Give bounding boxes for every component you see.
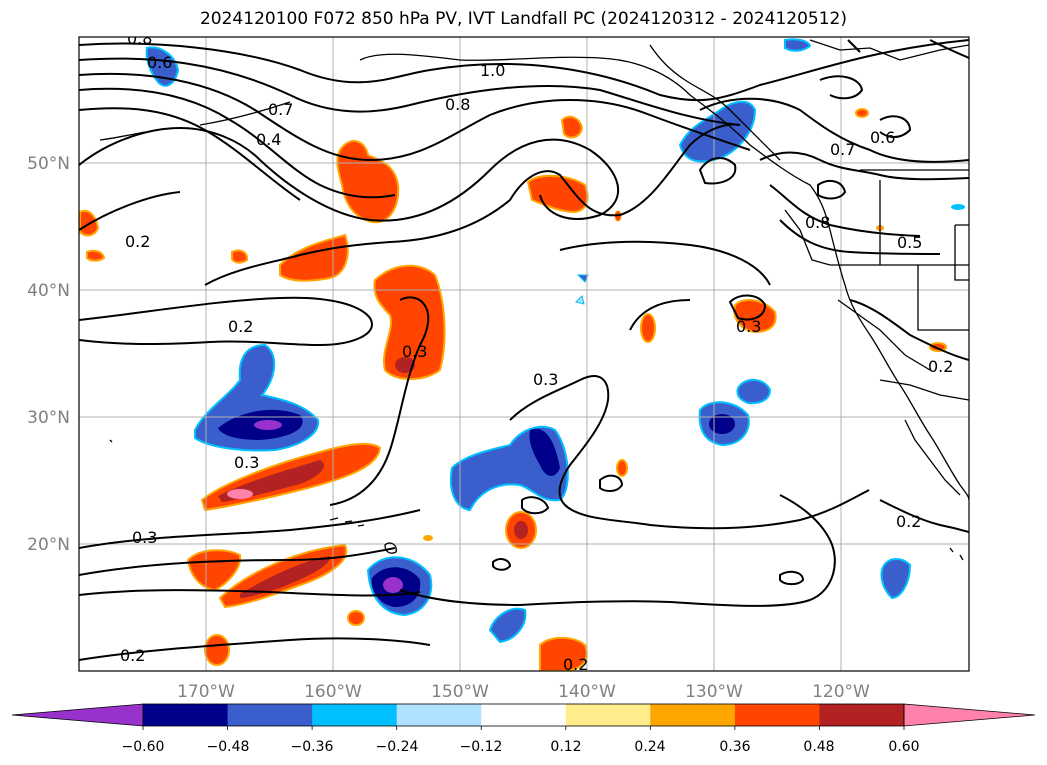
colorbar-extend-min (11, 703, 144, 727)
contour-label: 0.3 (533, 370, 558, 389)
pv-blob (336, 140, 400, 224)
colorbar-tick-labels: −0.60 −0.48 −0.36 −0.24 −0.12 0.12 0.24 … (122, 739, 920, 755)
pv-blob (640, 313, 656, 343)
pv-blob (560, 115, 584, 139)
lon-label-140w: 140°W (558, 682, 616, 702)
contour-label: 0.4 (256, 130, 281, 149)
pv-blob (855, 108, 869, 118)
colorbar-tick-label: −0.60 (122, 739, 165, 755)
colorbar-segment (819, 704, 905, 726)
contour-label: 1.0 (480, 61, 505, 80)
contour-label: 0.3 (234, 453, 259, 472)
contour-label: 0.6 (870, 128, 895, 147)
latitude-labels: 50°N 40°N 30°N 20°N (27, 154, 70, 555)
colorbar-tick-label: 0.12 (550, 739, 581, 755)
pv-positive-anomalies (79, 108, 947, 671)
contour-label: 0.8 (127, 29, 152, 48)
colorbar-tick-label: −0.36 (291, 739, 334, 755)
colorbar-segment (143, 704, 229, 726)
lat-label-20n: 20°N (27, 535, 70, 555)
contour-label: 0.2 (228, 317, 253, 336)
lat-label-40n: 40°N (27, 281, 70, 301)
contour-label: 0.6 (147, 53, 172, 72)
contour-label: 0.7 (830, 140, 855, 159)
pv-blob (86, 249, 106, 262)
pv-blob (529, 428, 560, 476)
colorbar-tick-label: −0.48 (207, 739, 250, 755)
contour-label: 0.8 (445, 95, 470, 114)
pv-blob (227, 489, 253, 499)
pv-blob (395, 357, 415, 373)
colorbar-tick-label: 0.60 (888, 739, 919, 755)
colorbar-tick-label: −0.12 (460, 739, 503, 755)
contour-label: 0.2 (120, 646, 145, 665)
pv-blob (575, 295, 585, 305)
pv-blob (616, 459, 628, 477)
pv-blob (488, 607, 527, 644)
lon-label-130w: 130°W (685, 682, 743, 702)
colorbar-segment (312, 704, 398, 726)
contour-label: 0.8 (805, 213, 830, 232)
pv-blob (951, 204, 965, 210)
pv-blob (373, 264, 446, 380)
colorbar-segment (227, 704, 313, 726)
longitude-labels: 170°W 160°W 150°W 140°W 130°W 120°W (177, 682, 870, 702)
colorbar-segment (650, 704, 736, 726)
colorbar-segment (565, 704, 651, 726)
pv-blob (231, 249, 249, 264)
lon-label-120w: 120°W (812, 682, 870, 702)
lon-label-150w: 150°W (431, 682, 489, 702)
contour-label: 0.2 (928, 357, 953, 376)
colorbar-segment (734, 704, 820, 726)
map-title: 2024120100 F072 850 hPa PV, IVT Landfall… (199, 9, 847, 29)
pv-blob (240, 556, 331, 598)
gridlines (79, 37, 969, 671)
colorbar-tick-label: 0.24 (634, 739, 665, 755)
contour-label: 0.3 (736, 317, 761, 336)
contour-label: 0.5 (897, 233, 922, 252)
lat-label-30n: 30°N (27, 408, 70, 428)
pv-blob (204, 634, 230, 666)
colorbar-tick-label: −0.24 (376, 739, 419, 755)
pv-blob (709, 414, 735, 434)
colorbar-frame (142, 703, 905, 727)
pv-blob (279, 233, 349, 282)
pv-blob (423, 535, 433, 541)
colorbar-segment (481, 704, 567, 726)
contour-label: 0.3 (402, 342, 427, 361)
pv-blob (514, 521, 528, 539)
pv-blob (383, 577, 403, 593)
contour-label: 0.7 (268, 100, 293, 119)
pv-blob (880, 558, 912, 600)
pv-blob (347, 610, 365, 626)
lat-label-50n: 50°N (27, 154, 70, 174)
pv-blob (736, 379, 772, 405)
colorbar-extend-max (903, 703, 1036, 727)
ivt-contours (79, 39, 969, 661)
map-panel: 0.8 0.6 1.0 0.8 0.7 0.4 0.2 0.2 0.3 0.3 … (79, 29, 969, 674)
contour-label: 0.2 (125, 232, 150, 251)
pv-blob (254, 420, 282, 430)
contour-label: 0.2 (896, 512, 921, 531)
contour-label: 0.3 (132, 528, 157, 547)
colorbar-tick-label: 0.36 (719, 739, 750, 755)
contour-label: 0.2 (563, 655, 588, 674)
colorbar-segment (396, 704, 482, 726)
contour-labels: 0.8 0.6 1.0 0.8 0.7 0.4 0.2 0.2 0.3 0.3 … (120, 29, 953, 674)
coastlines (99, 39, 969, 561)
pv-blob (784, 38, 812, 52)
colorbar (11, 703, 1036, 730)
colorbar-tick-label: 0.48 (803, 739, 834, 755)
map-frame (78, 36, 970, 672)
lon-label-160w: 160°W (304, 682, 362, 702)
lon-label-170w: 170°W (177, 682, 235, 702)
